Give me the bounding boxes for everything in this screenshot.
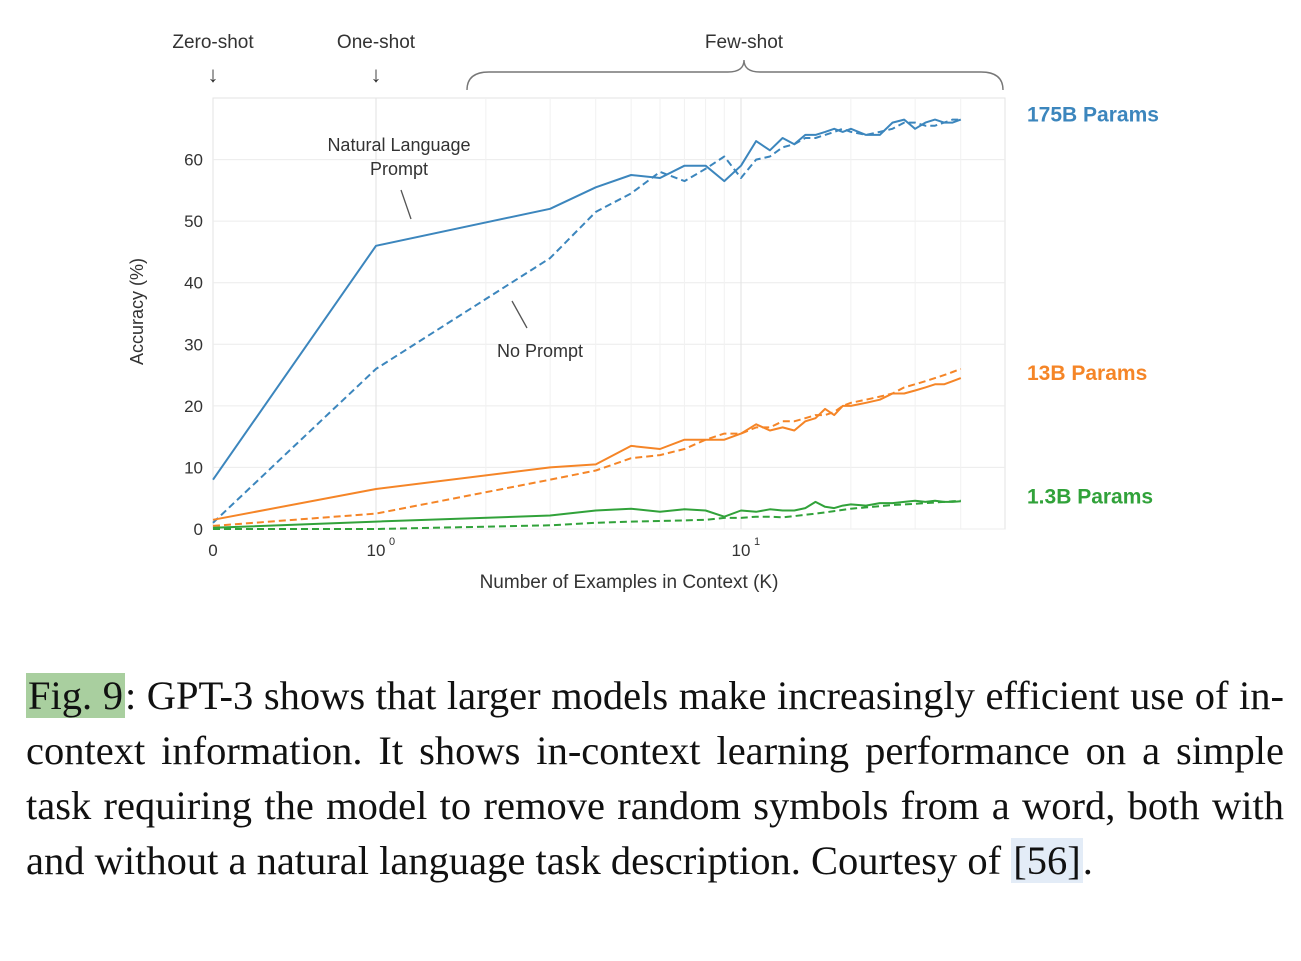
y-tick-label: 40 [184, 274, 203, 293]
chart-figure: 0 10 20 30 40 50 60 0 10 0 10 1 Number of Examples i… [127, 32, 1159, 593]
gridlines [213, 98, 1005, 530]
zero-shot-label: Zero-shot [172, 32, 254, 53]
annotation-natural-language-prompt: Prompt [370, 159, 428, 179]
few-shot-brace [466, 59, 1004, 91]
series-line-13b-params-no-prompt [212, 367, 962, 527]
y-tick-label: 10 [184, 458, 203, 477]
annotation-pointer-natural-language [400, 189, 412, 220]
one-shot-label: One-shot [337, 32, 416, 53]
y-tick-label: 0 [194, 520, 203, 539]
y-tick-label: 20 [184, 397, 203, 416]
series-label-13b-params: 13B Params [1027, 362, 1147, 385]
caption-end: . [1082, 838, 1093, 883]
series-label-1-3b-params: 1.3B Params [1027, 485, 1153, 508]
few-shot-label: Few-shot [705, 32, 784, 53]
series-line-13b-params-natural-language [212, 377, 962, 521]
plot-area [212, 97, 1006, 530]
x-tick-exponent: 0 [389, 536, 395, 548]
series-line-175b-params-no-prompt [212, 118, 961, 524]
series-line-1-3b-params-no-prompt [213, 499, 961, 530]
one-shot-arrow: ↓ [371, 62, 382, 87]
y-tick-label: 30 [184, 335, 203, 354]
annotation-no-prompt: No Prompt [497, 341, 583, 361]
series-line-1-3b-params-natural-language [212, 499, 961, 529]
x-tick-label: 0 [208, 541, 217, 560]
annotation-natural-language-prompt: Natural Language [327, 135, 470, 155]
series-line-175b-params-natural-language [212, 118, 962, 481]
y-axis-label: Accuracy (%) [127, 258, 147, 365]
x-tick-label: 10 [732, 541, 751, 560]
x-axis-label: Number of Examples in Context (K) [480, 572, 779, 593]
y-tick-label: 50 [184, 212, 203, 231]
zero-shot-arrow: ↓ [208, 62, 219, 87]
figure-caption: Fig. 9: GPT-3 shows that larger models m… [26, 668, 1284, 888]
x-tick-label: 10 [367, 541, 386, 560]
x-tick-exponent: 1 [754, 536, 760, 548]
series-lines [212, 118, 962, 530]
citation-link[interactable]: [56] [1011, 838, 1083, 883]
y-tick-label: 60 [184, 151, 203, 170]
annotation-pointer-no-prompt [511, 300, 528, 329]
series-label-175b-params: 175B Params [1027, 104, 1159, 127]
figure-label-link[interactable]: Fig. 9 [26, 673, 125, 718]
caption-text: : GPT-3 shows that larger models make in… [26, 673, 1284, 883]
